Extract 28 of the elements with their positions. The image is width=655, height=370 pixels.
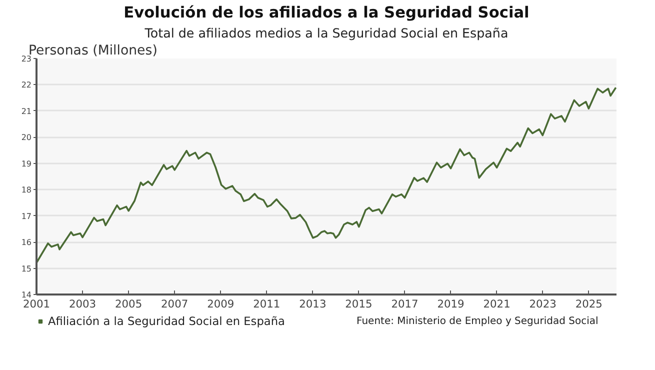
y-tick-label: 18 — [21, 186, 32, 195]
x-tick-label: 2005 — [115, 298, 142, 310]
y-tick-label: 17 — [21, 212, 32, 221]
x-tick-label: 2011 — [253, 298, 280, 310]
x-tick-label: 2021 — [483, 298, 510, 310]
y-tick-label: 15 — [21, 264, 32, 274]
x-tick-label: 2023 — [529, 298, 556, 310]
y-tick-label: 14 — [21, 290, 32, 300]
x-tick-label: 2025 — [575, 298, 602, 310]
y-tick-label: 23 — [21, 54, 32, 64]
y-tick-label: 20 — [21, 133, 32, 142]
line-series — [36, 86, 616, 264]
chart-title: Evolución de los afiliados a la Seguridad Social — [124, 4, 530, 22]
source-note: Fuente: Ministerio de Empleo y Seguridad Social — [356, 316, 598, 327]
x-tick-label: 2007 — [161, 298, 188, 310]
x-tick-label: 2009 — [207, 298, 234, 310]
y-tick-label: 22 — [21, 80, 32, 90]
y-tick-label: 21 — [21, 106, 32, 116]
y-tick-label: 19 — [21, 159, 32, 168]
chart-subtitle: Total de afiliados medios a la Seguridad Social en España — [144, 26, 508, 40]
x-tick-label: 2019 — [437, 298, 465, 310]
x-tick-label: 2015 — [345, 298, 372, 310]
x-tick-label: 2001 — [22, 298, 50, 310]
legend-label: Afiliación a la Seguridad Social en España — [48, 314, 285, 328]
x-tick-label: 2013 — [299, 298, 326, 310]
y-tick-label: 16 — [21, 238, 32, 248]
x-tick-label: 2017 — [391, 298, 418, 310]
x-tick-label: 2003 — [68, 298, 96, 310]
